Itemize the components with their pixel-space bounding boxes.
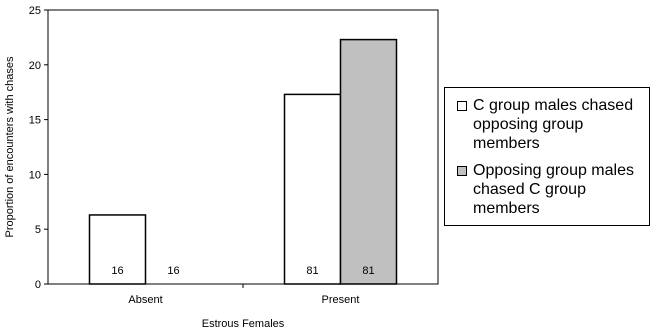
legend-swatch-gray	[457, 166, 467, 176]
sample-size-label: 16	[167, 265, 179, 277]
bar-present-series-1	[283, 93, 342, 285]
bar-absent-series-1	[88, 214, 147, 285]
sample-size-label: 81	[362, 265, 374, 277]
legend: C group males chased opposing group memb…	[444, 87, 650, 226]
x-tick-label-absent: Absent	[128, 294, 162, 306]
x-tick-label-present: Present	[322, 294, 360, 306]
y-tick-label: 15	[29, 115, 41, 127]
y-tick-label: 10	[29, 169, 41, 181]
legend-entry-opposing-group: Opposing group males chased C group memb…	[457, 161, 653, 218]
bars	[88, 38, 398, 285]
sample-labels: 16 16 81 81	[111, 265, 374, 277]
legend-swatch-white	[457, 101, 467, 111]
sample-size-label: 16	[111, 265, 123, 277]
legend-label-c-group: C group males chased opposing group memb…	[473, 97, 634, 152]
y-axis: 0 5 10 15 20 25	[29, 5, 48, 291]
legend-entry-c-group: C group males chased opposing group memb…	[457, 96, 653, 153]
y-tick-label: 5	[35, 224, 41, 236]
legend-label-opposing-group: Opposing group males chased C group memb…	[473, 162, 634, 217]
y-tick-label: 25	[29, 5, 41, 17]
y-axis-label: Proportion of encounters with chases	[4, 56, 16, 237]
x-axis-label: Estrous Females	[202, 318, 285, 330]
x-axis: Absent Present	[128, 284, 359, 306]
y-tick-label: 20	[29, 60, 41, 72]
y-tick-label: 0	[35, 279, 41, 291]
sample-size-label: 81	[306, 265, 318, 277]
bar-present-series-2	[339, 38, 398, 285]
